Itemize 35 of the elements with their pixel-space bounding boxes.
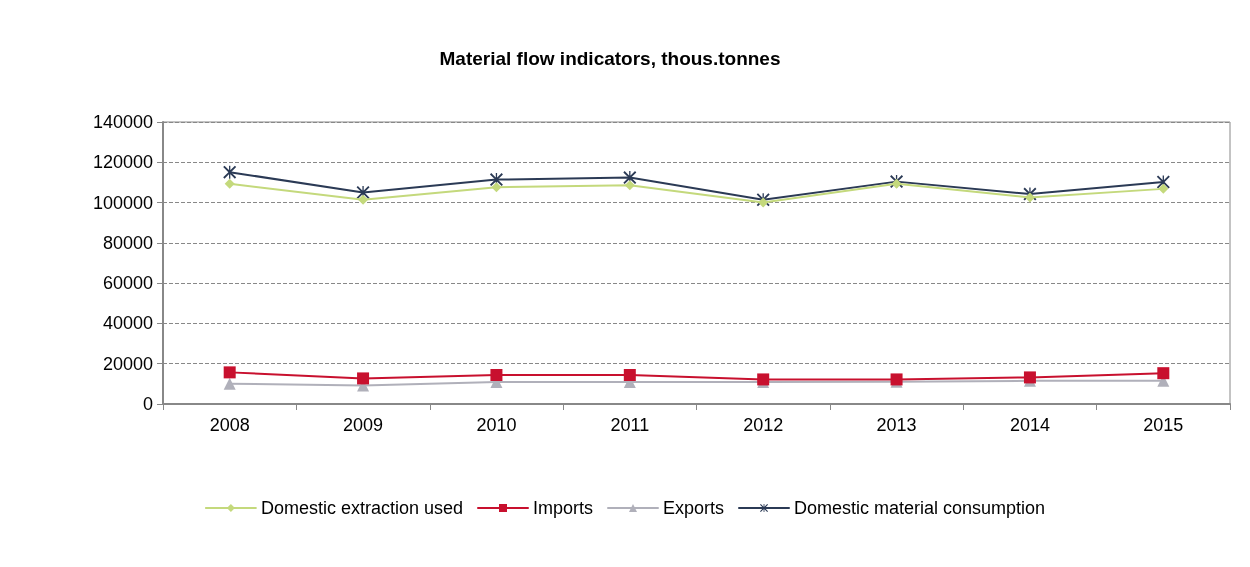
point — [224, 178, 235, 189]
point — [491, 182, 502, 193]
legend-label: Domestic material consumption — [794, 498, 1046, 518]
legend-label: Imports — [532, 498, 593, 518]
x-tick-label: 2009 — [343, 415, 384, 435]
y-tick-label: 140000 — [92, 112, 153, 132]
x-tick-label: 2012 — [743, 415, 784, 435]
point — [1024, 192, 1035, 203]
y-tick-label: 40000 — [102, 313, 153, 334]
y-tick-label: 60000 — [102, 273, 153, 294]
point — [357, 372, 370, 385]
x-tick-label: 2011 — [610, 415, 650, 435]
legend-label: Domestic extraction used — [260, 498, 463, 518]
point — [358, 194, 369, 205]
y-tick-label: 120000 — [92, 152, 153, 173]
x-tick-label: 2014 — [1009, 415, 1050, 435]
x-tick-label: 2008 — [209, 415, 250, 435]
y-tick-label: 20000 — [102, 353, 153, 374]
legend-label: Exports — [662, 498, 725, 518]
point — [623, 368, 636, 381]
point — [624, 180, 635, 191]
point — [223, 366, 236, 379]
y-tick-label: 100000 — [92, 192, 153, 213]
chart-title: Material flow indicators, thous.tonnes — [439, 48, 781, 69]
y-tick-label: 0 — [142, 394, 153, 414]
point — [490, 368, 503, 381]
point — [1158, 183, 1169, 194]
point — [223, 377, 236, 390]
point — [489, 173, 503, 187]
x-tick-label: 2010 — [476, 415, 517, 435]
point — [1157, 367, 1170, 380]
y-tick-label: 80000 — [102, 232, 153, 253]
x-tick-label: 2013 — [876, 415, 917, 435]
point — [758, 197, 769, 208]
x-tick-label: 2015 — [1143, 415, 1184, 435]
